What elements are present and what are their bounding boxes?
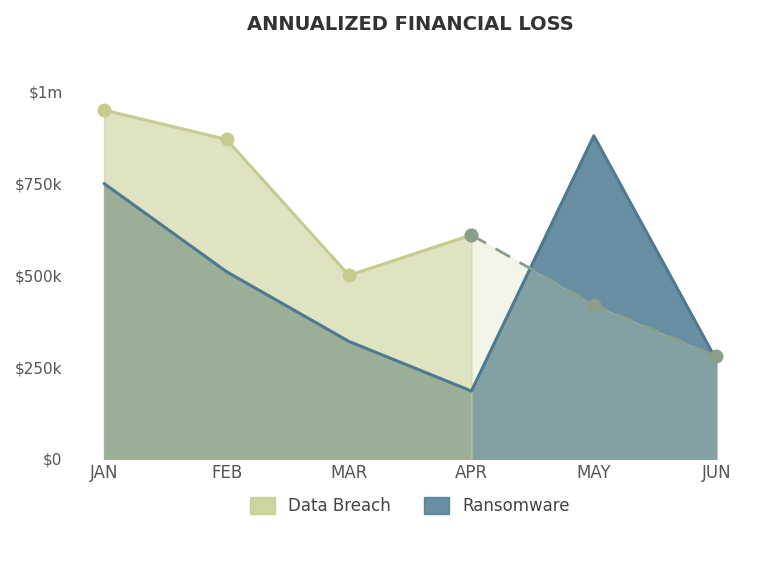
Title: ANNUALIZED FINANCIAL LOSS: ANNUALIZED FINANCIAL LOSS <box>247 15 574 34</box>
Legend: Data Breach, Ransomware: Data Breach, Ransomware <box>242 489 578 523</box>
